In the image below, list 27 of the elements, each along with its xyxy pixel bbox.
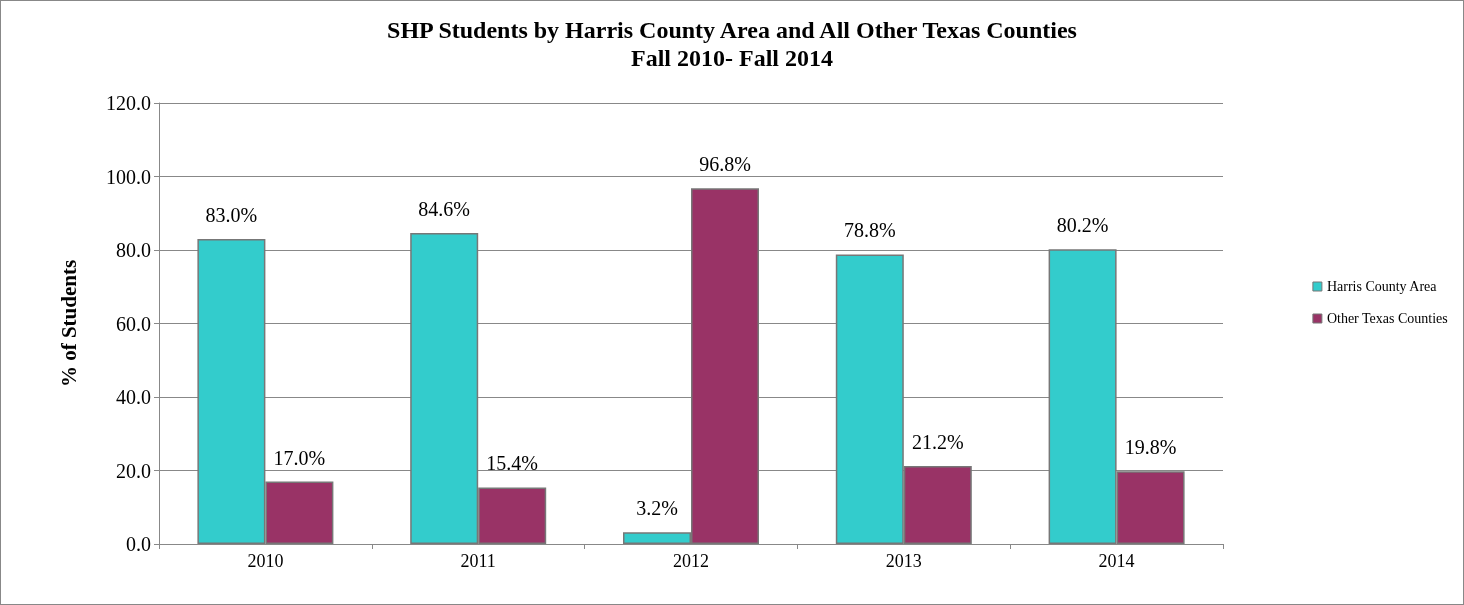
legend-label: Other Texas Counties [1326, 311, 1448, 326]
data-label: 21.2% [911, 431, 964, 454]
y-tick-label: 100.0 [106, 165, 151, 188]
chart-subtitle: Fall 2010- Fall 2014 [631, 45, 833, 71]
x-tick-label: 2014 [1098, 551, 1135, 571]
data-label: 78.8% [843, 219, 896, 242]
y-tick-label: 80.0 [116, 239, 151, 261]
x-tick-label: 2012 [673, 551, 709, 571]
y-axis-title: % of Students [56, 259, 81, 388]
data-label: 84.6% [418, 198, 471, 221]
chart-title: SHP Students by Harris County Area and All Other Texas Counties [387, 17, 1077, 43]
y-tick-label: 20.0 [116, 459, 151, 482]
data-label: 96.8% [699, 153, 751, 176]
y-tick-label: 0.0 [126, 533, 151, 555]
x-tick-label: 2013 [885, 551, 922, 571]
data-label: 15.4% [486, 452, 539, 475]
y-tick-label: 40.0 [116, 386, 151, 408]
data-label: 80.2% [1056, 214, 1109, 237]
x-tick-label: 2010 [247, 551, 284, 571]
data-label: 83.0% [205, 203, 258, 226]
data-label: 3.2% [636, 497, 678, 520]
y-tick-label: 120.0 [106, 92, 151, 114]
x-tick-label: 2011 [460, 551, 496, 571]
data-label: 19.8% [1124, 436, 1177, 459]
legend-label: Harris County Area [1326, 279, 1438, 294]
data-label: 17.0% [273, 446, 326, 469]
y-tick-label: 60.0 [116, 312, 151, 335]
